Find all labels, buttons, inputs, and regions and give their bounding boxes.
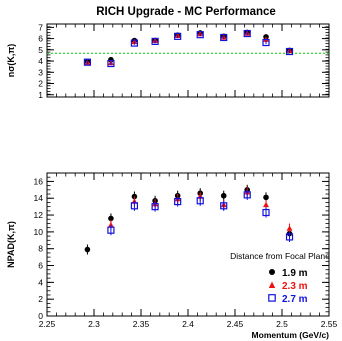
data-point-square	[107, 59, 115, 68]
data-point-square	[151, 37, 159, 46]
x-tick-label: 2.45	[227, 319, 244, 329]
data-point-circle	[108, 215, 114, 222]
data-point-square	[107, 226, 115, 234]
data-point-square	[174, 32, 182, 40]
chart-title: RICH Upgrade - MC Performance	[96, 6, 276, 18]
y-tick-label: 16	[34, 176, 44, 186]
data-point-square	[243, 29, 251, 38]
y-tick-label: 1	[38, 90, 43, 100]
y-tick-label: 2	[38, 294, 43, 304]
y-tick-label: 8	[38, 244, 43, 254]
legend-entry-label: 2.3 m	[282, 281, 308, 292]
x-tick-label: 2.5	[276, 319, 288, 329]
x-tick-label: 2.3	[88, 319, 100, 329]
data-point-square	[220, 33, 228, 42]
x-tick-label: 2.55	[321, 319, 338, 329]
data-point-square	[285, 47, 294, 56]
data-point-circle	[220, 192, 227, 199]
y-tick-label: 0	[38, 311, 43, 321]
y-tick-label: 5	[38, 45, 43, 55]
y-tick-label: 7	[38, 22, 43, 32]
data-point-square	[151, 203, 159, 211]
bottom-panel: 0 2 4 6 8 10 12 14 16 2.25 2.3 2.35 2.4 2.45 2.5 2.55 NP…	[6, 172, 338, 340]
data-point-square	[130, 202, 139, 210]
legend-entry-label: 1.9 m	[282, 268, 308, 279]
data-point-square	[243, 191, 251, 199]
data-point-circle	[263, 194, 269, 201]
data-point-triangle	[107, 221, 114, 228]
y-tick-label: 14	[34, 193, 44, 203]
y-tick-label: 3	[38, 67, 43, 77]
y-tick-label: 4	[38, 56, 43, 66]
x-axis-label: Momentum (GeV/c)	[252, 330, 330, 340]
data-point-square	[130, 39, 139, 47]
data-point-square	[220, 202, 228, 210]
data-point-square	[174, 198, 182, 206]
x-tick-label: 2.4	[182, 319, 194, 329]
y-axis-label: nσ(K,π)	[6, 44, 16, 78]
data-point-square	[262, 208, 270, 217]
data-point-square	[196, 31, 204, 39]
legend-marker-triangle	[268, 281, 276, 288]
y-tick-label: 2	[38, 79, 43, 89]
data-point-triangle	[263, 201, 270, 208]
legend-title: Distance from Focal Plane	[230, 251, 330, 261]
y-tick-label: 12	[34, 210, 44, 220]
data-point-triangle	[286, 225, 293, 231]
data-point-circle	[84, 246, 91, 253]
data-point-square	[285, 233, 294, 241]
y-tick-label: 6	[38, 261, 43, 271]
data-point-square	[83, 58, 92, 66]
x-tick-label: 2.25	[39, 319, 56, 329]
y-tick-label: 10	[34, 227, 44, 237]
y-tick-label: 6	[38, 34, 43, 44]
x-tick-label: 2.35	[133, 319, 150, 329]
legend-entry-label: 2.7 m	[282, 294, 308, 305]
legend-marker-square	[268, 294, 276, 302]
data-point-square	[196, 197, 204, 205]
legend-marker-circle	[269, 269, 275, 275]
y-axis-label: NPAD(K,π)	[6, 221, 16, 268]
y-tick-label: 4	[38, 277, 43, 287]
data-point-square	[262, 38, 270, 47]
